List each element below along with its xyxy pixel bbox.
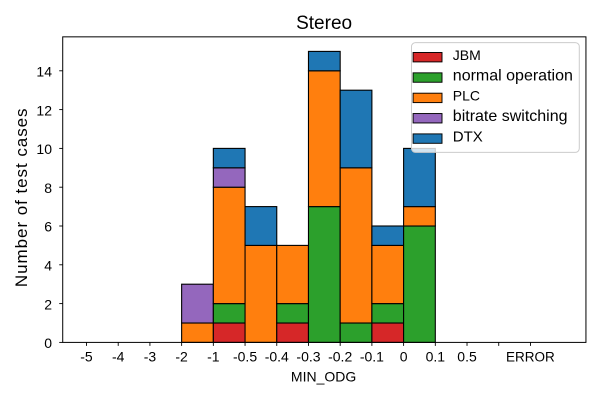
svg-text:bitrate switching: bitrate switching (453, 108, 568, 125)
svg-text:-0.5: -0.5 (233, 349, 257, 365)
svg-text:-1: -1 (207, 349, 220, 365)
svg-text:MIN_ODG: MIN_ODG (291, 368, 356, 384)
svg-text:4: 4 (44, 258, 52, 274)
svg-text:Stereo: Stereo (296, 13, 352, 34)
svg-text:ERROR: ERROR (506, 350, 555, 365)
svg-text:0: 0 (400, 349, 408, 365)
svg-text:PLC: PLC (453, 88, 480, 104)
svg-text:-0.2: -0.2 (328, 349, 352, 365)
svg-text:normal operation: normal operation (453, 67, 573, 84)
svg-text:Number of test cases: Number of test cases (12, 107, 31, 287)
svg-text:0: 0 (44, 335, 52, 351)
svg-text:6: 6 (44, 219, 52, 235)
svg-text:-3: -3 (144, 349, 157, 365)
svg-text:-0.3: -0.3 (296, 349, 320, 365)
svg-text:0.1: 0.1 (426, 349, 446, 365)
svg-text:10: 10 (36, 141, 52, 157)
svg-text:0.5: 0.5 (457, 349, 477, 365)
svg-text:-0.1: -0.1 (360, 349, 384, 365)
svg-text:-2: -2 (175, 349, 188, 365)
svg-text:12: 12 (36, 102, 52, 118)
svg-text:JBM: JBM (453, 47, 481, 63)
svg-text:-4: -4 (112, 349, 125, 365)
svg-text:DTX: DTX (453, 128, 483, 145)
svg-text:14: 14 (36, 64, 52, 80)
svg-text:8: 8 (44, 180, 52, 196)
svg-text:-5: -5 (80, 349, 93, 365)
svg-text:2: 2 (44, 296, 52, 312)
svg-text:-0.4: -0.4 (265, 349, 289, 365)
